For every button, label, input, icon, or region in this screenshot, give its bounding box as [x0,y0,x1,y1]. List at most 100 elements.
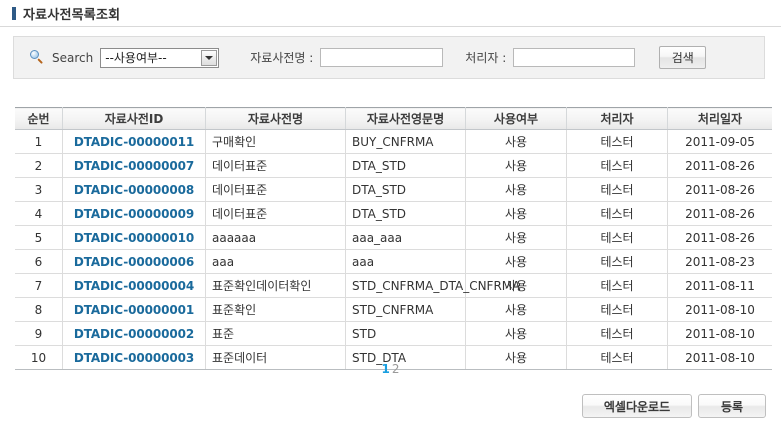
cell-handler: 테스터 [566,201,668,226]
cell-date: 2011-08-10 [667,321,772,346]
cell-num: 10 [15,345,63,370]
dictionary-name-input[interactable] [320,48,444,67]
handler-input[interactable] [513,48,636,67]
cell-use: 사용 [465,345,567,370]
cell-date: 2011-08-26 [667,153,772,178]
cell-date: 2011-09-05 [667,129,772,154]
table-row: 1 DTADIC-00000011 구매확인 BUY_CNFRMA 사용 테스터 2011-… [15,129,772,154]
cell-id: DTADIC-00000001 [62,297,206,322]
dictionary-id-link[interactable]: DTADIC-00000007 [73,158,195,173]
pagination-page-1[interactable]: 1 [381,362,390,376]
cell-id: DTADIC-00000004 [62,273,206,298]
search-submit-button[interactable]: 검색 [659,46,707,69]
table-row: 7 DTADIC-00000004 표준확인데이터확인 STD_CNFRMA_DTA_… [15,273,772,298]
cell-id: DTADIC-00000007 [62,153,206,178]
dictionary-id-link[interactable]: DTADIC-00000003 [73,350,195,365]
table-row: 9 DTADIC-00000002 표준 STD 사용 테스터 2011-08-10 [15,321,772,346]
chevron-down-icon[interactable] [201,49,218,66]
cell-engname: DTA_STD [345,153,466,178]
handler-label: 처리자 : [465,51,507,65]
cell-handler: 테스터 [566,273,668,298]
cell-name: 데이터표준 [205,177,346,202]
title-marker-icon [12,6,16,20]
cell-date: 2011-08-10 [667,297,772,322]
cell-num: 9 [15,321,63,346]
cell-name: 구매확인 [205,129,346,154]
table-row: 5 DTADIC-00000010 aaaaaa aaa_aaa 사용 테스터 2011-0… [15,225,772,250]
cell-name: aaa [205,249,346,274]
cell-name: 표준확인데이터확인 [205,273,346,298]
dictionary-name-label: 자료사전명 : [250,51,314,65]
cell-use: 사용 [465,177,567,202]
column-header-id: 자료사전ID [62,107,206,130]
table-row: 6 DTADIC-00000006 aaa aaa 사용 테스터 2011-08-23 [15,249,772,274]
cell-id: DTADIC-00000002 [62,321,206,346]
page-title: 자료사전목록조회 [23,7,121,23]
dictionary-id-link[interactable]: DTADIC-00000010 [73,230,195,245]
dictionary-id-link[interactable]: DTADIC-00000008 [73,182,195,197]
dictionary-id-link[interactable]: DTADIC-00000002 [73,326,195,341]
cell-handler: 테스터 [566,249,668,274]
cell-handler: 테스터 [566,297,668,322]
magnifier-lens [30,50,39,59]
cell-date: 2011-08-11 [667,273,772,298]
column-header-handler: 처리자 [566,107,668,130]
cell-engname: aaa_aaa [345,225,466,250]
magnifier-icon [30,50,45,65]
cell-handler: 테스터 [566,225,668,250]
column-header-engname: 자료사전영문명 [345,107,466,130]
cell-name: 데이터표준 [205,153,346,178]
dictionary-id-link[interactable]: DTADIC-00000006 [73,254,195,269]
pagination-page-2[interactable]: 2 [391,362,400,376]
cell-id: DTADIC-00000011 [62,129,206,154]
column-header-num: 순번 [15,107,63,130]
table-row: 2 DTADIC-00000007 데이터표준 DTA_STD 사용 테스터 2011-08… [15,153,772,178]
excel-download-button[interactable]: 엑셀다운로드 [582,394,692,418]
cell-engname: DTA_STD [345,177,466,202]
cell-handler: 테스터 [566,153,668,178]
cell-engname: DTA_STD [345,201,466,226]
cell-num: 2 [15,153,63,178]
column-header-use: 사용여부 [465,107,567,130]
cell-num: 5 [15,225,63,250]
dictionary-id-link[interactable]: DTADIC-00000001 [73,302,195,317]
search-panel: Search --사용여부-- 자료사전명 : 처리자 : 검색 [13,36,765,79]
cell-num: 7 [15,273,63,298]
cell-date: 2011-08-23 [667,249,772,274]
cell-date: 2011-08-26 [667,225,772,250]
cell-engname: STD_DTA [345,345,466,370]
register-button[interactable]: 등록 [698,394,766,418]
cell-use: 사용 [465,201,567,226]
cell-date: 2011-08-26 [667,201,772,226]
usage-select[interactable]: --사용여부-- [100,47,220,68]
table-row: 8 DTADIC-00000001 표준확인 STD_CNFRMA 사용 테스터 2011-… [15,297,772,322]
cell-id: DTADIC-00000003 [62,345,206,370]
dictionary-id-link[interactable]: DTADIC-00000004 [73,278,195,293]
table-row: 10 DTADIC-00000003 표준데이터 STD_DTA 사용 테스터 2011-0… [15,345,772,370]
cell-name: 표준 [205,321,346,346]
cell-use: 사용 [465,297,567,322]
cell-name: 표준확인 [205,297,346,322]
column-header-name: 자료사전명 [205,107,346,130]
cell-engname: STD [345,321,466,346]
dictionary-id-link[interactable]: DTADIC-00000009 [73,206,195,221]
cell-use: 사용 [465,153,567,178]
cell-num: 6 [15,249,63,274]
cell-date: 2011-08-26 [667,177,772,202]
cell-use: 사용 [465,225,567,250]
cell-num: 4 [15,201,63,226]
cell-engname: aaa [345,249,466,274]
page-title-bar: 자료사전목록조회 [0,0,781,26]
search-label: Search [52,50,94,65]
cell-name: 표준데이터 [205,345,346,370]
cell-handler: 테스터 [566,177,668,202]
cell-num: 1 [15,129,63,154]
dictionary-id-link[interactable]: DTADIC-00000011 [73,134,195,149]
cell-use: 사용 [465,321,567,346]
magnifier-handle [37,58,43,64]
column-header-date: 처리일자 [667,107,772,130]
cell-id: DTADIC-00000006 [62,249,206,274]
cell-use: 사용 [465,249,567,274]
cell-engname: BUY_CNFRMA [345,129,466,154]
